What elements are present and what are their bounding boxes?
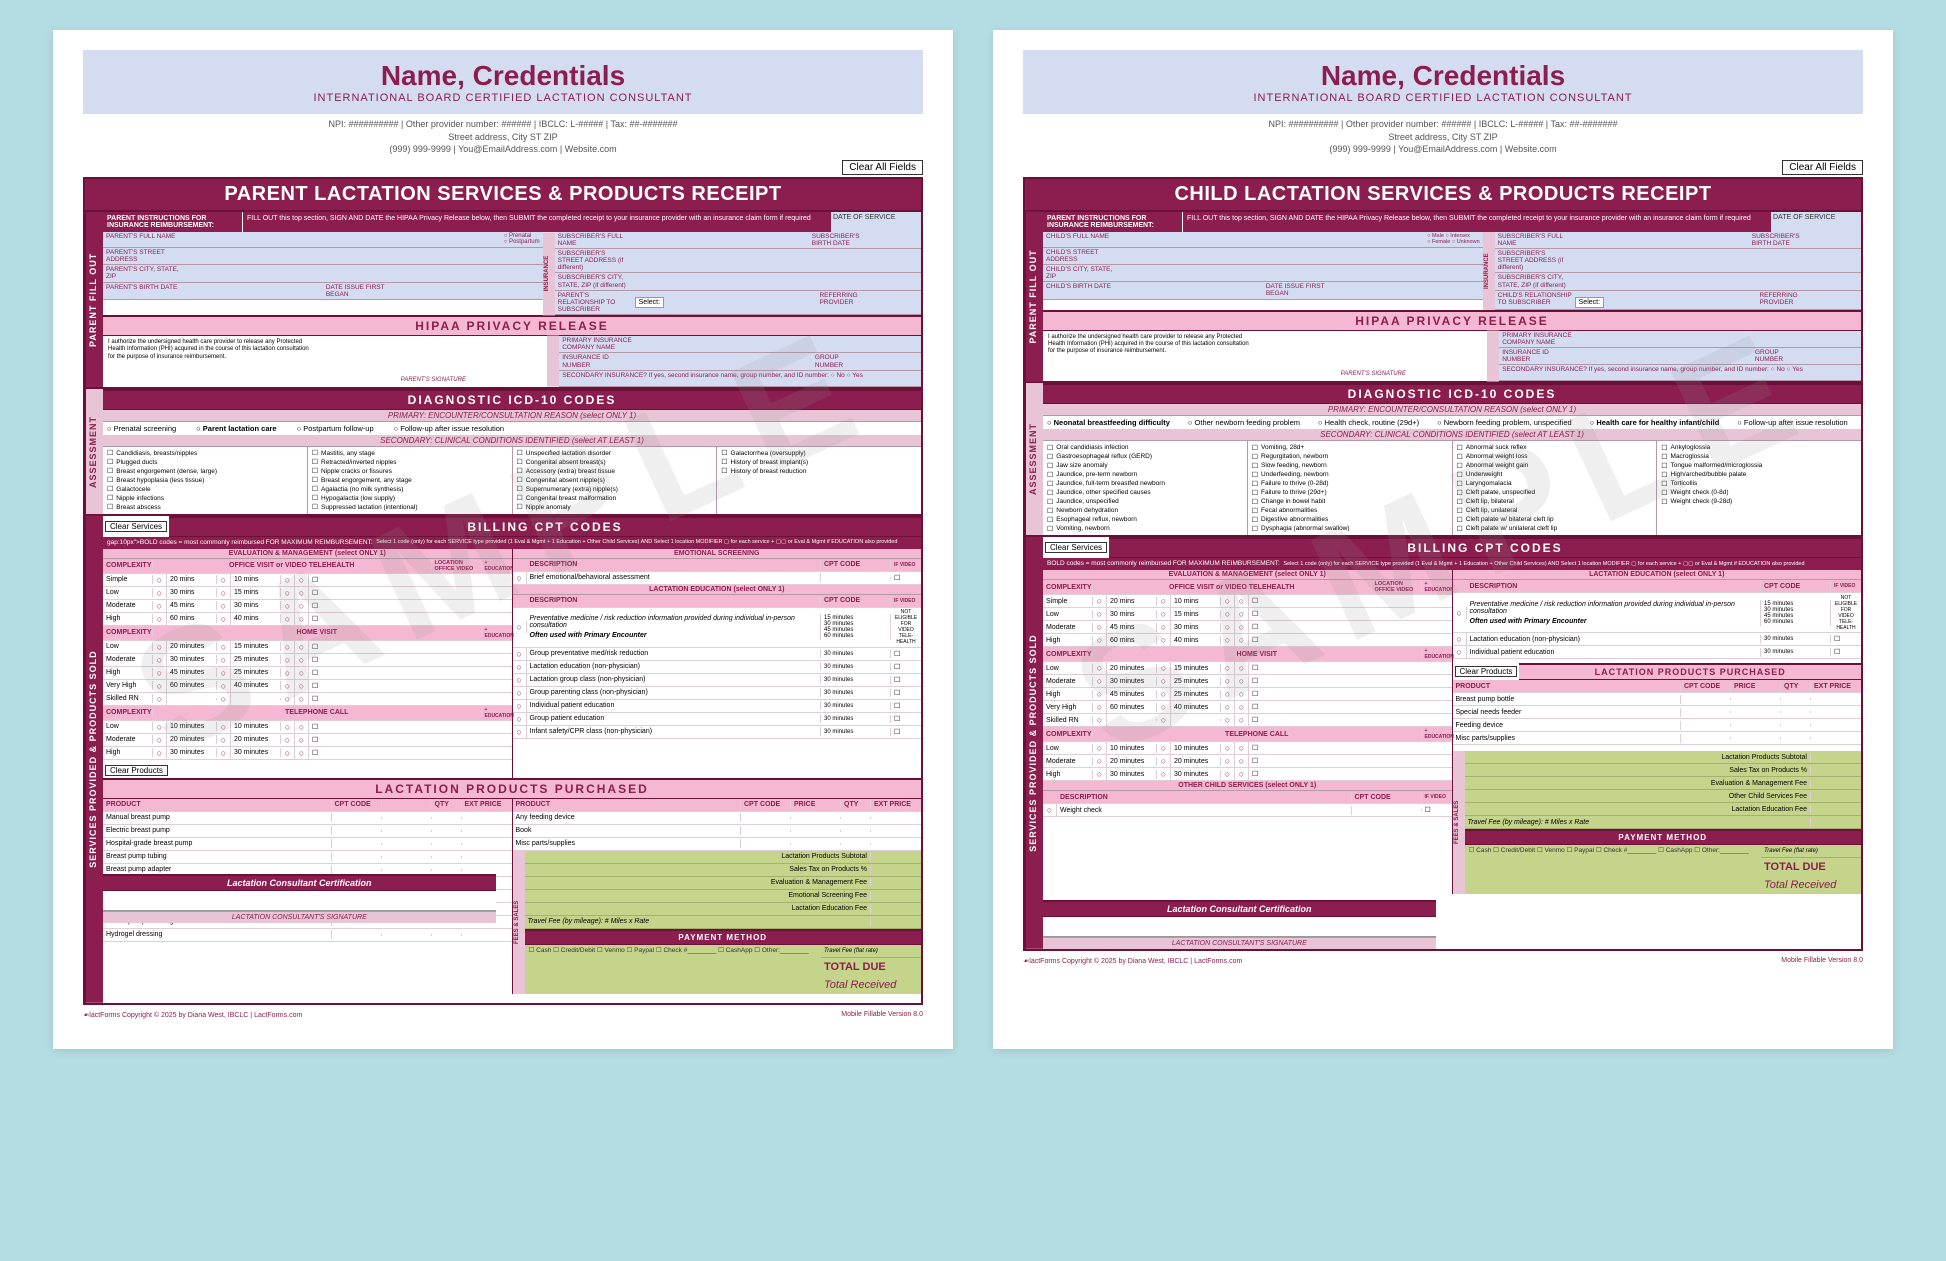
child-page: SAMPLE Name, Credentials INTERNATIONAL B… (993, 30, 1893, 1049)
receipt-title: CHILD LACTATION SERVICES & PRODUCTS RECE… (1023, 177, 1863, 212)
clear-products-button[interactable]: Clear Products (105, 765, 168, 776)
parent-page: SAMPLE Name, Credentials INTERNATIONAL B… (53, 30, 953, 1049)
totals-section: Lactation Products SubtotalSales Tax on … (525, 851, 922, 994)
receipt-title: PARENT LACTATION SERVICES & PRODUCTS REC… (83, 177, 923, 212)
side-tab-services: SERVICES PROVIDED & PRODUCTS SOLD (85, 516, 103, 1003)
provider-meta: NPI: ########## | Other provider number:… (83, 118, 923, 156)
footer: ☙lactForms Copyright © 2025 by Diana Wes… (83, 1005, 923, 1019)
clear-services-button[interactable]: Clear Services (105, 521, 167, 532)
clear-all-button[interactable]: Clear All Fields (842, 160, 923, 175)
insurance-tab: INSURANCE (543, 232, 555, 315)
header: Name, Credentials INTERNATIONAL BOARD CE… (1023, 50, 1863, 114)
consultant-signature[interactable] (103, 891, 496, 911)
header: Name, Credentials INTERNATIONAL BOARD CE… (83, 50, 923, 114)
diag-primary-options[interactable]: Prenatal screening Parent lactation care… (103, 422, 921, 435)
side-tab-fillout: PARENT FILL OUT (85, 212, 103, 387)
consultant-signature[interactable] (1043, 917, 1436, 937)
side-tab-assessment: ASSESSMENT (85, 389, 103, 514)
provider-subtitle: INTERNATIONAL BOARD CERTIFIED LACTATION … (93, 92, 913, 104)
provider-name: Name, Credentials (93, 60, 913, 92)
clear-all-button[interactable]: Clear All Fields (1782, 160, 1863, 175)
